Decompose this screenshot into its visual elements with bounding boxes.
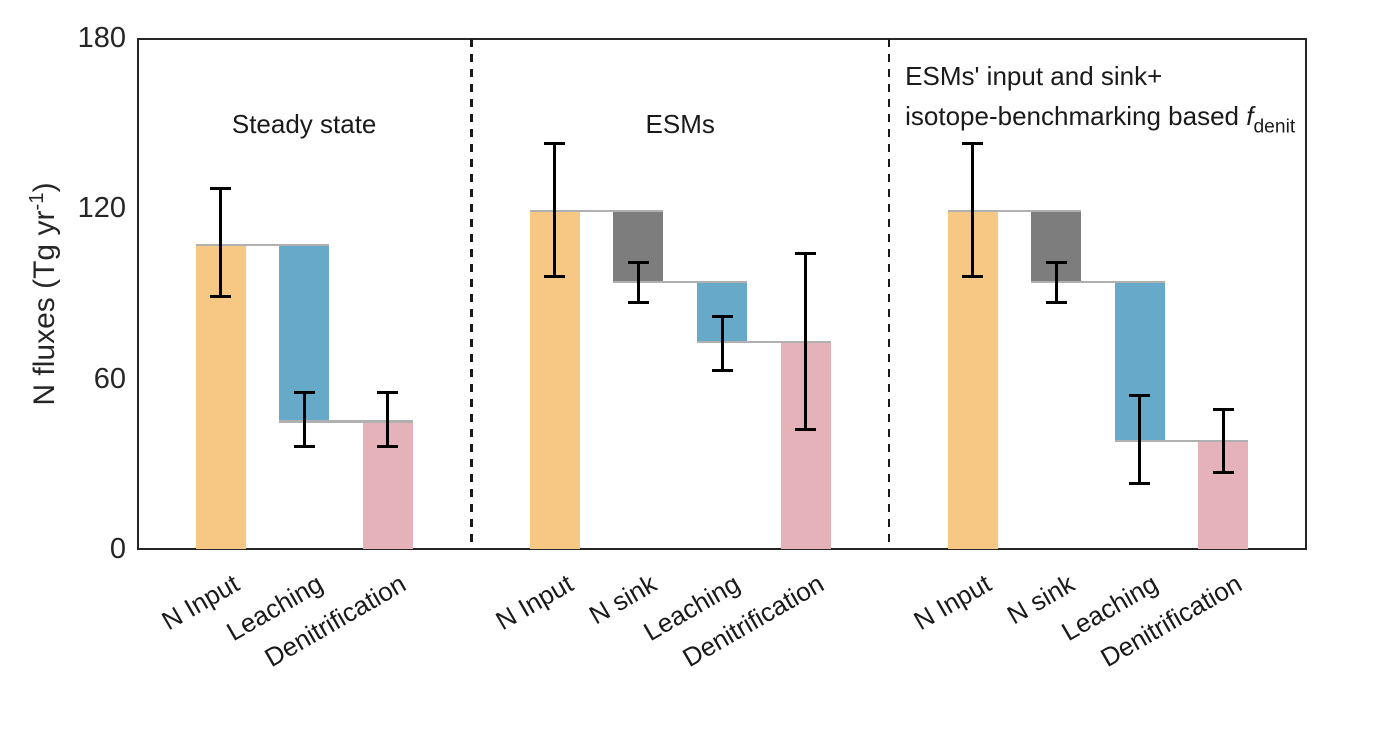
errorbar-cap-top-0-n-input bbox=[210, 186, 232, 190]
connector-1-1 bbox=[613, 280, 747, 284]
connector-1-0 bbox=[529, 209, 664, 213]
connector-2-1 bbox=[1031, 280, 1165, 284]
connector-2-2 bbox=[1114, 439, 1249, 443]
title-text-part: f bbox=[1246, 101, 1254, 131]
connector-1-2 bbox=[697, 340, 831, 343]
panel-separator-1 bbox=[887, 39, 891, 549]
errorbar-cap-bottom-1-leaching bbox=[711, 368, 733, 372]
errorbar-cap-bottom-0-leaching bbox=[293, 445, 315, 449]
y-tick-label-0: 0 bbox=[109, 533, 126, 565]
panel-separator-0 bbox=[470, 39, 473, 549]
title-text-part: ) bbox=[28, 182, 62, 193]
plot-frame bbox=[137, 38, 1307, 550]
errorbar-cap-bottom-2-n-sink bbox=[1045, 300, 1067, 304]
errorbar-line-0-denitrification bbox=[386, 392, 390, 447]
connector-2-0 bbox=[947, 209, 1082, 213]
errorbar-cap-top-1-n-sink bbox=[627, 260, 649, 264]
panel-title-line: ESMs' input and sink+ bbox=[905, 56, 1295, 96]
title-text-part: ESMs' input and sink+ bbox=[905, 61, 1163, 91]
y-tick-label-180: 180 bbox=[77, 22, 126, 54]
y-tick-label-60: 60 bbox=[93, 362, 126, 395]
errorbar-line-1-denitrification bbox=[804, 253, 808, 430]
errorbar-cap-bottom-2-n-input bbox=[962, 274, 984, 278]
errorbar-cap-bottom-0-n-input bbox=[210, 294, 232, 298]
errorbar-cap-bottom-2-leaching bbox=[1129, 482, 1151, 486]
panel-title-line: Steady state bbox=[137, 104, 471, 144]
errorbar-cap-bottom-2-denitrification bbox=[1212, 470, 1234, 474]
errorbar-line-2-n-input bbox=[971, 143, 975, 277]
errorbar-cap-top-2-n-input bbox=[962, 141, 984, 145]
x-tick-label-1-n-input: N Input bbox=[490, 568, 579, 636]
panel-title-line: isotope-benchmarking based fdenit bbox=[905, 96, 1295, 147]
errorbar-cap-bottom-1-n-input bbox=[544, 274, 566, 278]
panel-title-line: ESMs bbox=[471, 104, 889, 144]
title-text-part: Steady state bbox=[231, 109, 377, 139]
errorbar-cap-top-0-leaching bbox=[293, 391, 315, 395]
title-text-part: isotope-benchmarking based bbox=[905, 101, 1247, 131]
errorbar-line-1-leaching bbox=[720, 316, 724, 371]
connector-0-1 bbox=[279, 420, 413, 423]
errorbar-cap-bottom-0-denitrification bbox=[377, 445, 399, 449]
panel-title-1: ESMs bbox=[471, 104, 889, 144]
panel-title-2: ESMs' input and sink+ isotope-benchmarkin… bbox=[905, 56, 1295, 147]
errorbar-cap-top-2-denitrification bbox=[1212, 408, 1234, 412]
errorbar-cap-top-0-denitrification bbox=[377, 391, 399, 395]
errorbar-cap-top-2-leaching bbox=[1129, 394, 1151, 398]
errorbar-cap-top-1-n-input bbox=[544, 141, 566, 145]
errorbar-cap-top-2-n-sink bbox=[1045, 260, 1067, 264]
y-tick-label-120: 120 bbox=[77, 192, 126, 225]
errorbar-cap-bottom-1-n-sink bbox=[627, 300, 649, 304]
panel-title-0: Steady state bbox=[137, 104, 471, 144]
errorbar-line-2-n-sink bbox=[1054, 262, 1058, 302]
errorbar-cap-bottom-1-denitrification bbox=[795, 428, 817, 432]
connector-0-0 bbox=[195, 243, 330, 247]
title-text-part: ESMs bbox=[645, 109, 715, 139]
errorbar-cap-top-1-leaching bbox=[711, 314, 733, 318]
errorbar-line-2-leaching bbox=[1138, 395, 1142, 484]
errorbar-line-1-n-input bbox=[553, 143, 557, 277]
errorbar-cap-top-1-denitrification bbox=[795, 252, 817, 256]
errorbar-line-0-n-input bbox=[219, 188, 223, 297]
x-tick-label-2-n-input: N Input bbox=[908, 568, 996, 636]
errorbar-line-0-leaching bbox=[302, 392, 306, 447]
title-text-part: denit bbox=[1253, 116, 1296, 138]
errorbar-line-1-n-sink bbox=[636, 262, 640, 302]
errorbar-line-2-denitrification bbox=[1221, 409, 1225, 473]
